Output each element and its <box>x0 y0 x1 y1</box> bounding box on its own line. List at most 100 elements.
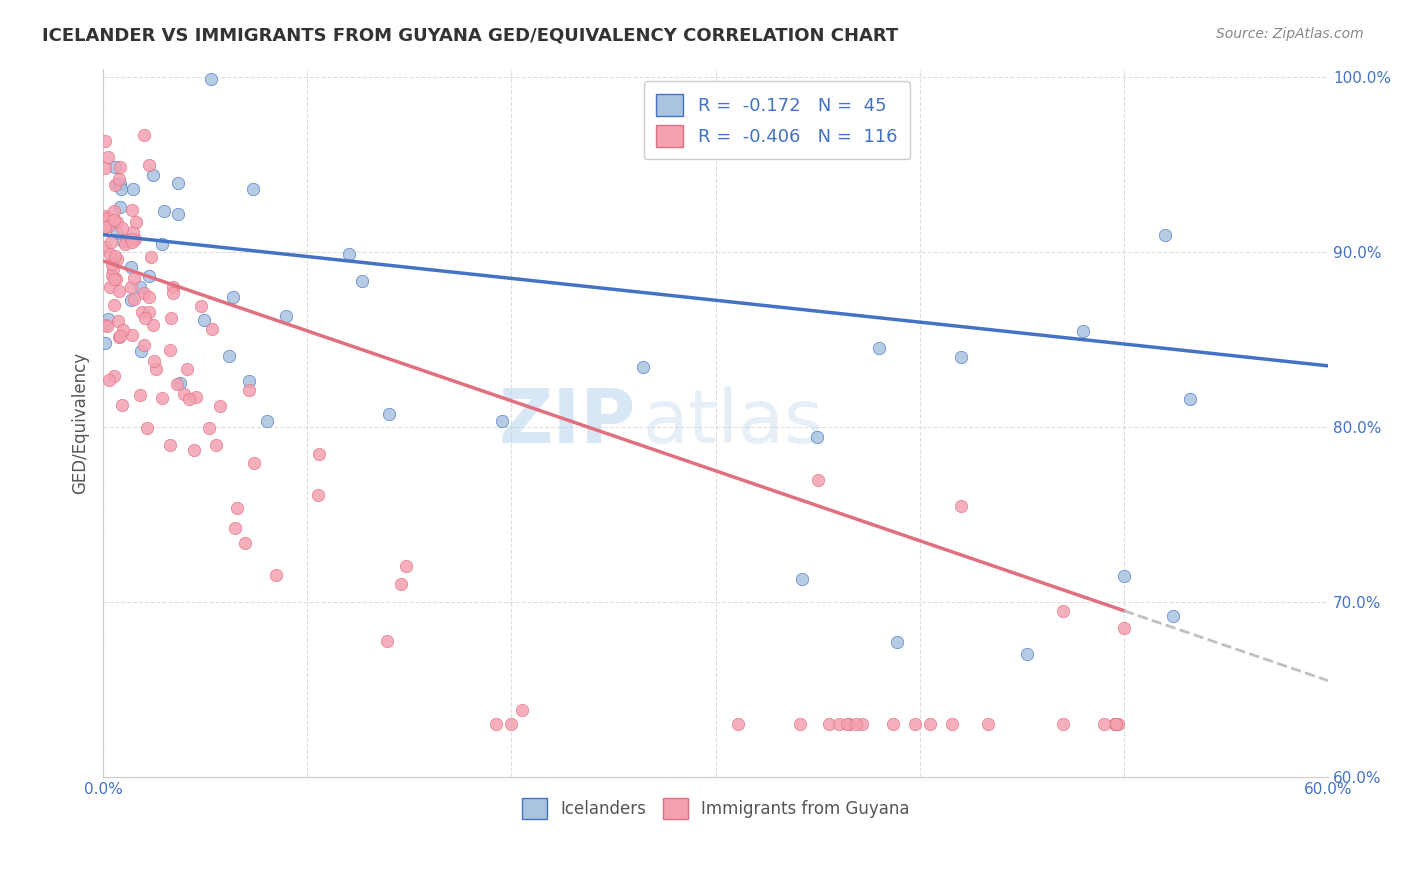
Point <box>103 203 125 218</box>
Point <box>851 717 873 731</box>
Point <box>104 178 127 193</box>
Point <box>949 499 972 513</box>
Point <box>136 421 159 435</box>
Point <box>150 236 173 251</box>
Point <box>138 268 160 283</box>
Point <box>389 576 412 591</box>
Point <box>128 388 150 402</box>
Point <box>941 717 963 731</box>
Point <box>107 284 129 298</box>
Point <box>1071 324 1094 338</box>
Point <box>120 260 142 274</box>
Point <box>807 473 830 487</box>
Point <box>112 323 135 337</box>
Point <box>105 214 128 228</box>
Point <box>838 717 860 731</box>
Point <box>222 290 245 304</box>
Point <box>134 310 156 325</box>
Point <box>108 160 131 174</box>
Point <box>378 407 401 421</box>
Point <box>169 376 191 390</box>
Point <box>124 292 146 306</box>
Point <box>120 280 142 294</box>
Point <box>122 225 145 239</box>
Point <box>200 322 222 336</box>
Point <box>499 717 522 731</box>
Point <box>142 168 165 182</box>
Point <box>818 717 841 731</box>
Point <box>153 203 176 218</box>
Point <box>256 414 278 428</box>
Point <box>108 328 131 343</box>
Point <box>100 257 122 271</box>
Point <box>104 160 127 174</box>
Point <box>103 261 125 276</box>
Point <box>882 717 904 731</box>
Point <box>108 200 131 214</box>
Point <box>184 390 207 404</box>
Point <box>238 383 260 397</box>
Point <box>1180 392 1202 407</box>
Point <box>868 342 890 356</box>
Text: atlas: atlas <box>643 386 823 459</box>
Point <box>307 488 329 502</box>
Point <box>94 239 117 253</box>
Point <box>1107 717 1129 731</box>
Point <box>97 211 120 226</box>
Point <box>224 521 246 535</box>
Point <box>121 328 143 343</box>
Point <box>226 501 249 516</box>
Point <box>94 318 117 333</box>
Point <box>139 250 162 264</box>
Point <box>110 182 132 196</box>
Point <box>159 438 181 452</box>
Point <box>103 298 125 312</box>
Point <box>94 161 117 176</box>
Point <box>159 343 181 358</box>
Point <box>100 268 122 282</box>
Point <box>108 329 131 343</box>
Point <box>162 286 184 301</box>
Point <box>121 235 143 249</box>
Point <box>1153 227 1175 242</box>
Point <box>124 232 146 246</box>
Point <box>98 247 121 261</box>
Point <box>193 313 215 327</box>
Point <box>162 280 184 294</box>
Point <box>510 703 533 717</box>
Point <box>150 391 173 405</box>
Point <box>308 447 330 461</box>
Point <box>491 414 513 428</box>
Point <box>337 247 360 261</box>
Point <box>242 182 264 196</box>
Point <box>114 236 136 251</box>
Point <box>134 337 156 351</box>
Point <box>94 220 117 235</box>
Point <box>173 387 195 401</box>
Point <box>949 350 972 364</box>
Point <box>167 207 190 221</box>
Point <box>110 221 132 235</box>
Point <box>806 430 828 444</box>
Point <box>1105 717 1128 731</box>
Point <box>138 290 160 304</box>
Point <box>166 177 188 191</box>
Text: ZIP: ZIP <box>499 386 636 459</box>
Point <box>97 312 120 326</box>
Point <box>266 568 288 582</box>
Point <box>100 235 122 250</box>
Point <box>104 250 127 264</box>
Text: Source: ZipAtlas.com: Source: ZipAtlas.com <box>1216 27 1364 41</box>
Point <box>96 318 118 333</box>
Point <box>1015 647 1038 661</box>
Point <box>159 310 181 325</box>
Point <box>1052 604 1074 618</box>
Point <box>98 279 121 293</box>
Point <box>166 377 188 392</box>
Legend: Icelanders, Immigrants from Guyana: Icelanders, Immigrants from Guyana <box>515 791 917 825</box>
Point <box>103 213 125 227</box>
Point <box>120 232 142 246</box>
Point <box>105 252 128 267</box>
Point <box>108 178 131 192</box>
Point <box>485 717 508 731</box>
